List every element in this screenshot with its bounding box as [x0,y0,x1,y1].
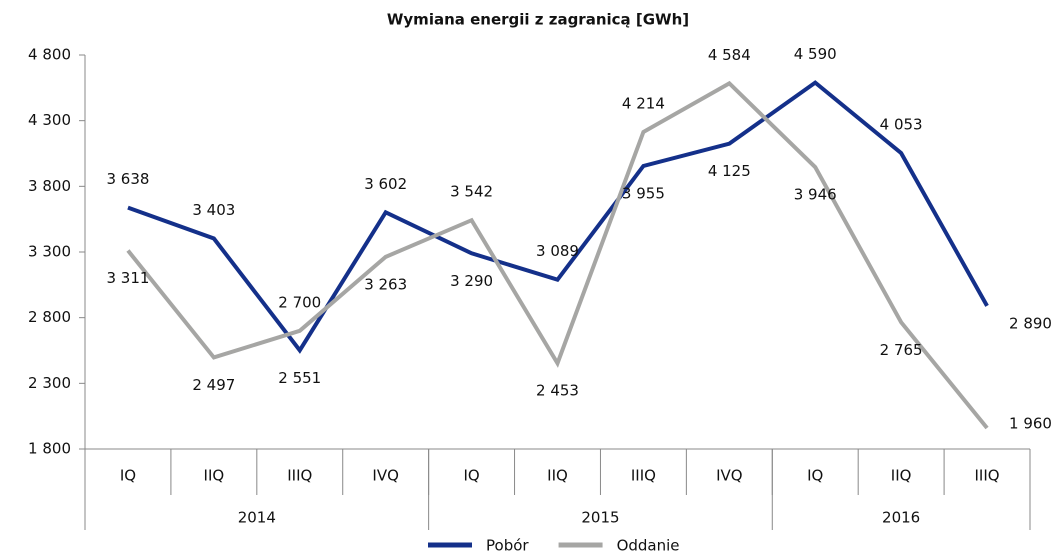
data-label: 3 290 [450,272,493,290]
legend-label: Oddanie [617,537,680,555]
data-label: 2 453 [536,382,579,400]
y-tick-label: 4 800 [28,46,71,64]
data-label: 2 551 [278,369,321,387]
data-label: 3 946 [794,186,837,204]
x-tick-label: IVQ [372,467,399,485]
x-tick-label: IIQ [547,467,568,485]
data-label: 3 263 [364,275,407,293]
x-group-label: 2014 [238,509,276,527]
y-tick-label: 2 300 [28,374,71,392]
data-label: 4 590 [794,45,837,63]
data-label: 2 890 [1009,314,1051,332]
data-label: 3 403 [192,201,235,219]
data-label: 3 638 [106,170,149,188]
data-label: 2 765 [880,341,923,359]
x-tick-label: IIIQ [287,467,312,485]
data-label: 3 089 [536,242,579,260]
y-tick-label: 4 300 [28,111,71,129]
legend-label: Pobór [486,537,529,555]
data-label: 3 542 [450,183,493,201]
y-tick-label: 3 300 [28,243,71,261]
chart-title: Wymiana energii z zagranicą [GWh] [387,11,689,29]
data-label: 1 960 [1009,414,1051,432]
data-label: 4 214 [622,94,665,112]
data-label: 3 955 [622,184,665,202]
data-label: 3 602 [364,175,407,193]
x-tick-label: IVQ [716,467,743,485]
x-tick-label: IQ [807,467,823,485]
x-tick-label: IIIQ [975,467,1000,485]
x-tick-label: IIQ [204,467,225,485]
data-label: 4 125 [708,162,751,180]
y-tick-label: 3 800 [28,177,71,195]
y-tick-label: 1 800 [28,440,71,458]
series-line [126,80,989,430]
data-label: 4 053 [880,116,923,134]
data-label: 2 700 [278,293,321,311]
y-tick-label: 2 800 [28,308,71,326]
x-tick-label: IIIQ [631,467,656,485]
x-tick-label: IQ [463,467,479,485]
data-label: 4 584 [708,46,751,64]
x-tick-label: IQ [120,467,136,485]
series-line [127,80,989,354]
x-group-label: 2015 [581,509,619,527]
x-group-label: 2016 [882,509,920,527]
data-label: 2 497 [192,376,235,394]
data-label: 3 311 [106,269,149,287]
x-tick-label: IIQ [891,467,912,485]
